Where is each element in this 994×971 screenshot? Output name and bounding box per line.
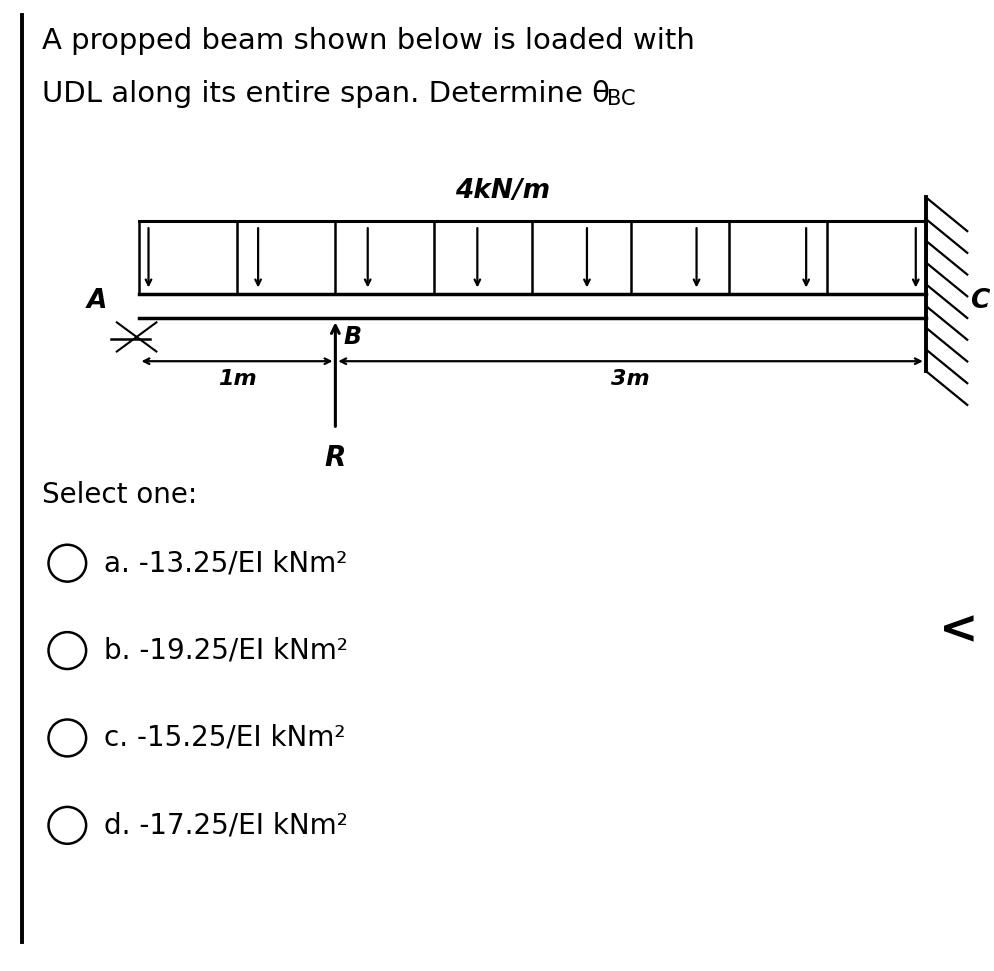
Text: Select one:: Select one: xyxy=(42,481,197,509)
Text: 1m: 1m xyxy=(218,369,256,389)
Text: <: < xyxy=(938,609,978,653)
Text: B: B xyxy=(343,325,361,350)
Text: UDL along its entire span. Determine θ: UDL along its entire span. Determine θ xyxy=(42,80,609,108)
Text: BC: BC xyxy=(607,89,635,110)
Text: 4kN/m: 4kN/m xyxy=(455,178,550,204)
Text: c. -15.25/EI kNm²: c. -15.25/EI kNm² xyxy=(104,724,346,752)
Text: A propped beam shown below is loaded with: A propped beam shown below is loaded wit… xyxy=(42,27,695,55)
Text: b. -19.25/EI kNm²: b. -19.25/EI kNm² xyxy=(104,637,348,664)
Text: C: C xyxy=(970,288,990,314)
Text: a. -13.25/EI kNm²: a. -13.25/EI kNm² xyxy=(104,550,347,577)
Text: R: R xyxy=(325,444,346,472)
Text: A: A xyxy=(86,288,107,314)
Text: d. -17.25/EI kNm²: d. -17.25/EI kNm² xyxy=(104,812,348,839)
Text: 3m: 3m xyxy=(611,369,650,389)
